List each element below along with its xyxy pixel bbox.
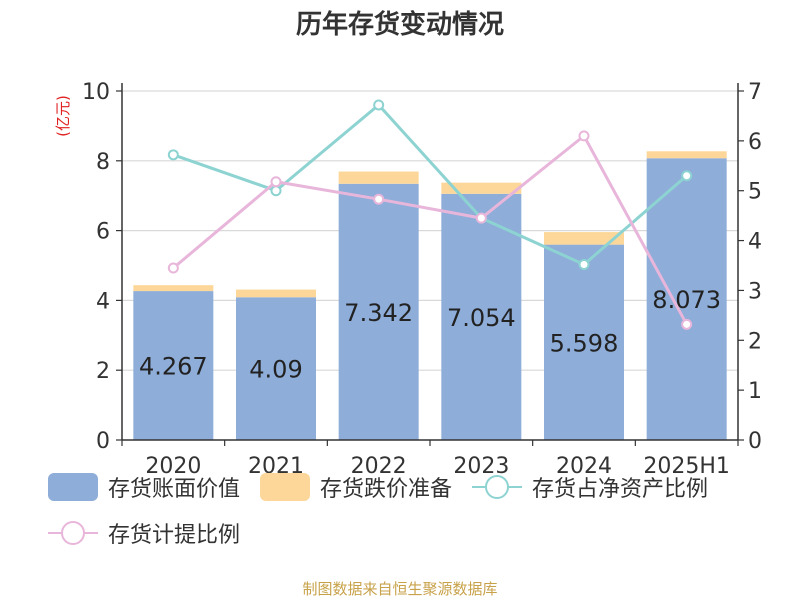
legend-item[interactable]: 存货计提比例 <box>48 516 240 550</box>
left-axis-tick-label: 10 <box>82 80 110 105</box>
bar-provision <box>646 151 727 159</box>
x-axis-tick-label: 2020 <box>145 454 201 479</box>
series-point <box>475 212 487 224</box>
legend-label: 存货占净资产比例 <box>532 477 709 502</box>
bar-book-value <box>133 291 214 440</box>
series-point <box>167 262 179 274</box>
right-axis-tick-label: 6 <box>748 130 762 155</box>
bar-value-label: 7.342 <box>344 299 413 327</box>
bar-book-value <box>441 193 522 440</box>
legend-bar-swatch <box>48 473 98 501</box>
right-axis-tick-label: 0 <box>748 429 762 454</box>
bar-book-value <box>544 244 624 440</box>
legend-label: 存货计提比例 <box>108 523 241 548</box>
legend-item[interactable]: 存货跌价准备 <box>260 470 452 504</box>
bar-provision <box>544 232 624 245</box>
bar-book-value <box>338 183 419 440</box>
bar-provision <box>236 289 316 298</box>
source-footer: 制图数据来自恒生聚源数据库 <box>302 580 498 598</box>
legend-bar-swatch <box>260 473 311 501</box>
series-point <box>270 185 282 197</box>
legend-label: 存货跌价准备 <box>320 477 453 502</box>
bar-value-label: 4.267 <box>139 353 208 381</box>
right-axis-tick-label: 2 <box>748 329 762 354</box>
series-point <box>578 130 590 142</box>
left-axis-tick-label: 0 <box>96 429 110 454</box>
bar-book-value <box>646 158 727 440</box>
x-axis-tick-label: 2025H1 <box>643 454 730 479</box>
left-axis-tick-label: 8 <box>96 150 110 175</box>
legend-label: 存货账面价值 <box>108 477 241 502</box>
bar-value-label: 5.598 <box>550 329 619 357</box>
series-point <box>373 193 385 205</box>
bar-value-label: 7.054 <box>447 304 516 332</box>
x-axis-tick-label: 2022 <box>351 454 407 479</box>
series-line-net-assets-ratio <box>172 102 688 267</box>
bar-provision <box>133 285 214 292</box>
series-point <box>681 170 693 182</box>
legend-line-swatch <box>48 519 98 547</box>
x-axis-tick-label: 2024 <box>556 454 612 479</box>
bar-provision <box>441 182 522 194</box>
bar-value-label: 8.073 <box>652 286 721 314</box>
series-line-provision-ratio <box>172 133 688 326</box>
legend-item[interactable]: 存货占净资产比例 <box>472 470 708 504</box>
right-axis-tick-label: 7 <box>748 80 762 105</box>
legend-item[interactable]: 存货账面价值 <box>48 470 240 504</box>
left-axis-tick-label: 6 <box>96 220 110 245</box>
left-axis-tick-label: 4 <box>96 289 110 314</box>
series-point <box>578 259 590 271</box>
series-point <box>373 99 385 111</box>
legend-line-swatch <box>472 473 523 501</box>
x-axis-tick-label: 2023 <box>453 454 509 479</box>
bar-book-value <box>236 297 316 440</box>
legend: 存货账面价值 存货跌价准备 存货占净资产比例存货计提比例 <box>48 470 768 550</box>
left-axis-unit: (亿元) <box>54 95 72 137</box>
series-point <box>167 149 179 161</box>
bar-value-label: 4.09 <box>249 356 302 384</box>
right-axis-tick-label: 3 <box>748 279 762 304</box>
bar-provision <box>338 171 419 184</box>
right-axis-tick-label: 4 <box>748 230 762 255</box>
series-point <box>681 318 693 330</box>
chart-title: 历年存货变动情况 <box>295 10 504 40</box>
series-point <box>270 176 282 188</box>
left-axis-tick-label: 2 <box>96 359 110 384</box>
right-axis-tick-label: 5 <box>748 180 762 205</box>
right-axis-tick-label: 1 <box>748 379 762 404</box>
